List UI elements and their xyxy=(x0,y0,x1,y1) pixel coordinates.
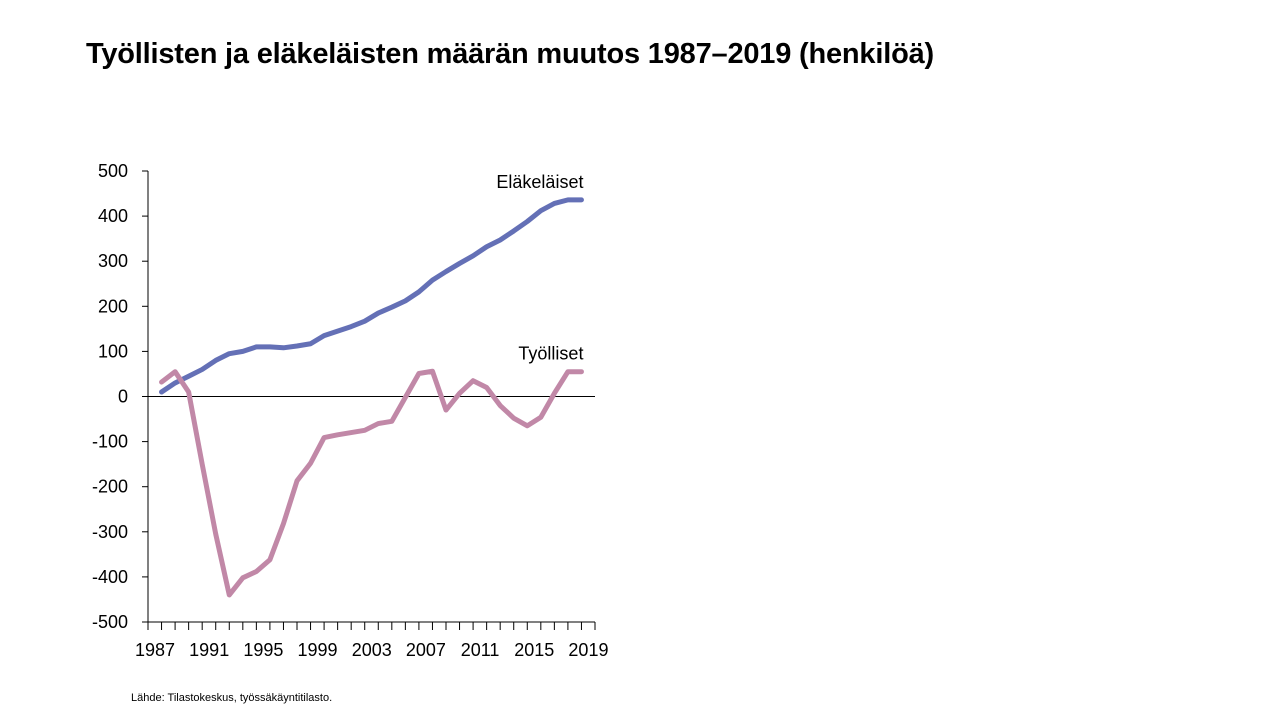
y-tick-label: -200 xyxy=(92,477,128,497)
y-tick-label: 100 xyxy=(98,341,128,361)
series-line-elakelaiset xyxy=(159,197,584,395)
series-lines xyxy=(159,197,584,598)
y-tick-label: -500 xyxy=(92,612,128,632)
y-tick-label: 300 xyxy=(98,251,128,271)
x-tick-label: 1987 xyxy=(135,640,175,660)
source-note: Lähde: Tilastokeskus, työssäkäyntitilast… xyxy=(131,692,333,704)
y-tick-label: 400 xyxy=(98,206,128,226)
x-tick-label: 1999 xyxy=(298,640,338,660)
x-tick-label: 1991 xyxy=(189,640,229,660)
x-tick-label: 2011 xyxy=(461,640,500,660)
y-tick-label: 200 xyxy=(98,296,128,316)
x-tick-label: 2003 xyxy=(352,640,392,660)
series-label-elakelaiset: Eläkeläiset xyxy=(496,172,583,192)
y-tick-label: 0 xyxy=(118,387,128,407)
series-line-tyolliset xyxy=(159,368,584,598)
chart-title: Työllisten ja eläkeläisten määrän muutos… xyxy=(86,38,934,70)
x-tick-label: 2019 xyxy=(568,640,608,660)
y-tick-label: -400 xyxy=(92,567,128,587)
x-tick-label: 2007 xyxy=(406,640,446,660)
series-labels: Eläkeläiset Työlliset xyxy=(496,172,583,364)
x-tick-label: 1995 xyxy=(243,640,283,660)
series-label-tyolliset: Työlliset xyxy=(518,344,583,364)
x-tick-label: 2015 xyxy=(514,640,554,660)
y-tick-label: 500 xyxy=(98,161,128,181)
y-axis-ticks: 500 400 300 200 100 0 -100 -200 -300 -400 -500 xyxy=(92,161,148,632)
y-tick-label: -100 xyxy=(92,432,128,452)
axes xyxy=(147,171,595,623)
y-tick-label: -300 xyxy=(92,522,128,542)
x-axis-ticks: 1987 1991 1995 1999 2003 2007 2011 2015 2019 xyxy=(135,622,608,660)
